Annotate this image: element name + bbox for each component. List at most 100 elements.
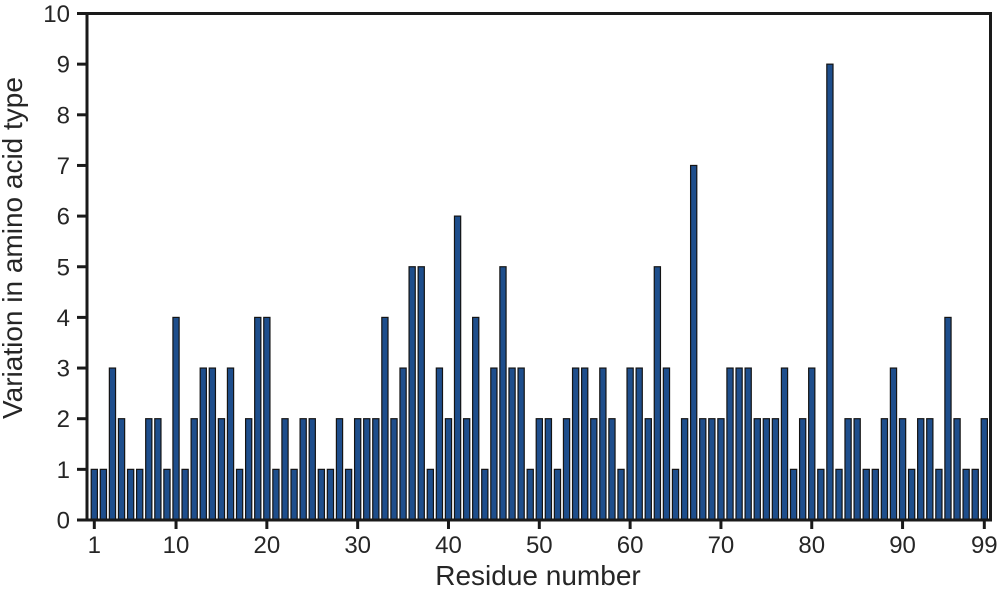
bar-residue-9 (163, 468, 171, 521)
bar-residue-92 (917, 418, 925, 521)
bar-residue-28 (335, 418, 344, 521)
bar-residue-45 (490, 367, 498, 521)
y-tick-label: 3 (57, 356, 70, 383)
x-tick-label: 30 (344, 532, 371, 559)
bar-residue-61 (635, 367, 643, 521)
bar-residue-47 (508, 367, 516, 521)
bar-residue-38 (426, 468, 435, 521)
bar-residue-98 (971, 468, 979, 521)
x-tick-label: 10 (163, 532, 190, 559)
x-tick-label: 40 (435, 532, 462, 559)
bar-residue-21 (272, 468, 280, 521)
bar-residue-5 (126, 468, 135, 521)
bar-residue-60 (626, 367, 634, 521)
bar-residue-20 (263, 316, 271, 521)
bar-residue-72 (735, 367, 743, 521)
bar-residue-65 (671, 468, 680, 521)
bar-residue-22 (281, 418, 289, 521)
bar-residue-90 (898, 418, 907, 521)
bar-residue-83 (835, 468, 843, 521)
y-tick-label: 9 (57, 52, 70, 79)
bar-residue-85 (853, 418, 861, 521)
bar-residue-87 (871, 468, 880, 521)
bar-residue-78 (789, 468, 798, 521)
bar-residue-69 (708, 418, 716, 521)
bar-residue-51 (544, 418, 553, 521)
bar-residue-35 (399, 367, 407, 521)
bar-residue-46 (499, 266, 507, 521)
bar-residue-70 (717, 418, 725, 521)
bar-residue-91 (907, 468, 916, 521)
bar-residue-88 (880, 418, 889, 521)
bar-residue-62 (644, 418, 652, 521)
bar-residue-41 (453, 215, 462, 521)
bar-residue-95 (944, 316, 952, 521)
bar-residue-17 (235, 468, 244, 521)
y-tick-label: 10 (43, 1, 70, 28)
bar-residue-7 (145, 418, 153, 521)
bar-residue-23 (290, 468, 298, 521)
bar-residue-4 (117, 418, 126, 521)
x-tick-label: 50 (526, 532, 553, 559)
bar-residue-48 (517, 367, 525, 521)
bar-residue-96 (953, 418, 961, 521)
bar-residue-34 (390, 418, 398, 521)
y-tick-label: 2 (57, 406, 70, 433)
bar-residue-94 (935, 468, 943, 521)
bar-residue-67 (689, 164, 698, 521)
bar-residue-56 (590, 418, 598, 521)
x-tick-label: 70 (708, 532, 735, 559)
y-tick-label: 1 (57, 457, 70, 484)
bar-residue-15 (217, 418, 226, 521)
y-axis-label: Variation in amino acid type (0, 77, 28, 419)
bar-residue-27 (326, 468, 335, 521)
bar-residue-43 (472, 316, 480, 521)
bar-residue-30 (353, 418, 362, 521)
bar-residue-13 (199, 367, 207, 521)
x-tick-label: 1 (88, 532, 101, 559)
bar-residue-63 (653, 266, 662, 521)
bar-residue-42 (462, 418, 471, 521)
bar-residue-73 (744, 367, 752, 521)
bars-group (90, 63, 989, 521)
bar-residue-3 (108, 367, 117, 521)
bar-residue-76 (771, 418, 780, 521)
x-tick-label: 80 (798, 532, 825, 559)
bar-residue-58 (608, 418, 616, 521)
bar-residue-52 (553, 468, 562, 521)
bar-residue-82 (826, 63, 834, 521)
bar-residue-12 (190, 418, 198, 521)
bar-residue-54 (571, 367, 580, 521)
bar-residue-29 (344, 468, 353, 521)
bar-residue-8 (154, 418, 162, 521)
bar-residue-86 (862, 468, 870, 521)
bar-residue-11 (181, 468, 189, 521)
bar-residue-75 (762, 418, 771, 521)
x-axis-label: Residue number (435, 560, 640, 591)
bar-residue-26 (317, 468, 326, 521)
y-tick-label: 7 (57, 153, 70, 180)
bar-residue-55 (581, 367, 589, 521)
bar-residue-77 (780, 367, 789, 521)
bar-residue-40 (444, 418, 453, 521)
bar-residue-84 (844, 418, 852, 521)
bar-residue-93 (926, 418, 934, 521)
bar-residue-81 (817, 468, 825, 521)
bar-residue-33 (381, 316, 389, 521)
bar-residue-25 (308, 418, 316, 521)
bar-residue-79 (798, 418, 807, 521)
x-tick-label: 90 (889, 532, 916, 559)
bar-residue-18 (244, 418, 253, 521)
bar-residue-66 (680, 418, 689, 521)
y-tick-label: 0 (57, 508, 70, 535)
bar-residue-59 (617, 468, 625, 521)
bar-residue-32 (372, 418, 380, 521)
y-tick-label: 5 (57, 254, 70, 281)
y-axis-ticks: 0 1 2 3 4 5 6 7 8 9 10 (43, 1, 87, 535)
bar-residue-24 (299, 418, 307, 521)
bar-residue-68 (699, 418, 707, 521)
bar-residue-71 (726, 367, 734, 521)
y-tick-label: 4 (57, 305, 70, 332)
bar-residue-74 (753, 418, 761, 521)
